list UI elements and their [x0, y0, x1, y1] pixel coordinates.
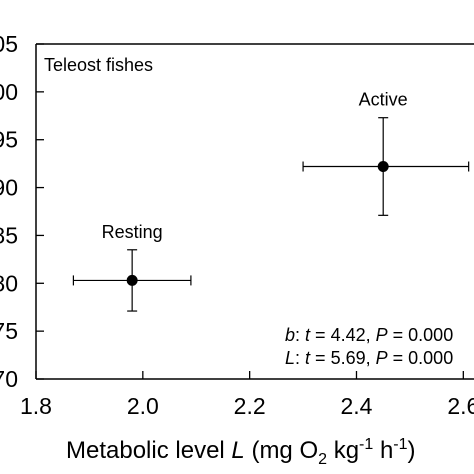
- x-tick-label: 1.8: [20, 393, 52, 419]
- stat-colon: :: [295, 325, 305, 345]
- y-tick-label: 05: [0, 31, 18, 57]
- y-tick-label: 00: [0, 79, 18, 105]
- stat-eq: =: [310, 325, 331, 345]
- stat-p-value: 0.000: [408, 325, 453, 345]
- tick-marks: 1.8 2.0 2.2 2.4 2.6 05 00 95 90 85 80 75 70: [0, 31, 474, 419]
- stat-eq: =: [388, 348, 409, 368]
- stat-eq: =: [388, 325, 409, 345]
- y-tick-label: 70: [0, 366, 18, 392]
- stat-p-symbol: P: [376, 348, 388, 368]
- stat-t-value: 5.69: [331, 348, 366, 368]
- y-tick-label: 80: [0, 270, 18, 296]
- panel-label: Teleost fishes: [44, 55, 153, 75]
- point-label-active: Active: [359, 90, 408, 110]
- data-marks: Resting Active: [72, 90, 470, 312]
- stat-var: L: [285, 348, 295, 368]
- point-label-resting: Resting: [102, 222, 163, 242]
- x-tick-label: 2.0: [127, 393, 159, 419]
- stat-t-symbol: t: [305, 325, 311, 345]
- stat-p-symbol: P: [376, 325, 388, 345]
- x-axis-title: Metabolic level L (mg O2 kg-1 h-1): [66, 436, 416, 468]
- y-tick-label: 90: [0, 175, 18, 201]
- data-point-resting: [126, 274, 138, 286]
- stat-comma: ,: [366, 325, 376, 345]
- y-tick-label: 75: [0, 318, 18, 344]
- stat-line-b: b: t = 4.42, P = 0.000: [285, 325, 453, 345]
- stat-colon: :: [295, 348, 305, 368]
- data-point-active: [377, 161, 389, 173]
- stat-line-l: L: t = 5.69, P = 0.000: [285, 348, 453, 368]
- stat-eq: =: [310, 348, 331, 368]
- stat-t-symbol: t: [305, 348, 311, 368]
- stat-t-value: 4.42: [331, 325, 366, 345]
- x-tick-label: 2.6: [447, 393, 474, 419]
- x-tick-label: 2.2: [234, 393, 266, 419]
- axes: [35, 43, 474, 380]
- stat-var: b: [285, 325, 295, 345]
- stat-p-value: 0.000: [408, 348, 453, 368]
- y-tick-label: 95: [0, 127, 18, 153]
- y-tick-label: 85: [0, 222, 18, 248]
- stat-comma: ,: [366, 348, 376, 368]
- x-tick-label: 2.4: [340, 393, 372, 419]
